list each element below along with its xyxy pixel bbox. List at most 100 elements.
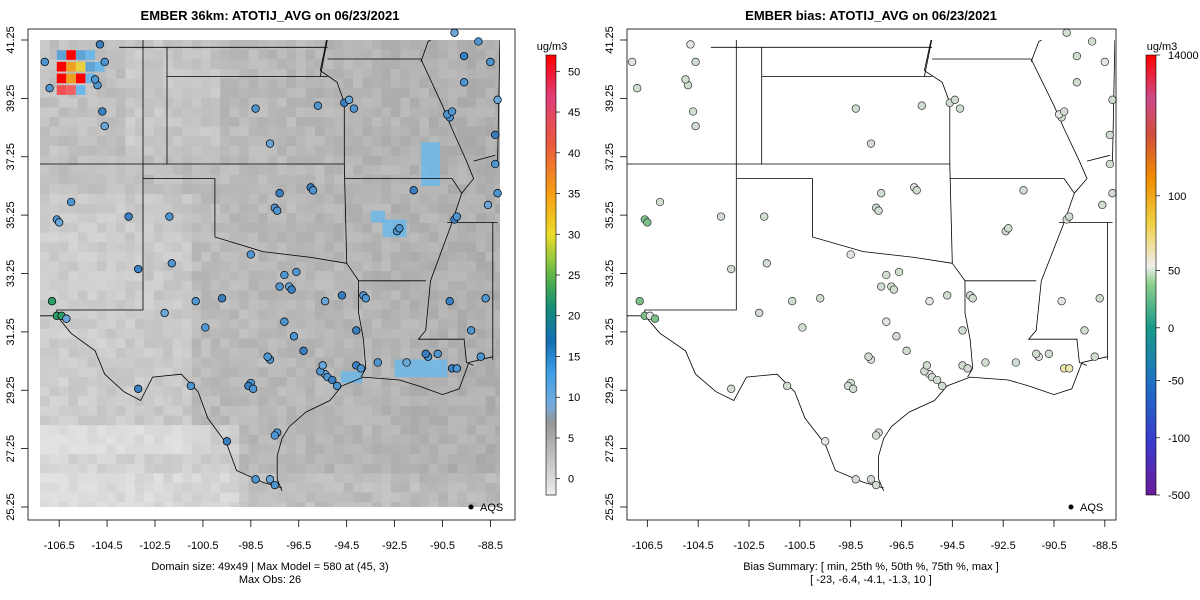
grid-cell <box>438 49 449 60</box>
grid-cell <box>163 40 174 51</box>
grid-cell <box>220 357 231 368</box>
grid-cell <box>115 88 126 99</box>
grid-cell <box>40 328 51 340</box>
grid-cell <box>191 232 202 243</box>
site-marker <box>727 384 736 393</box>
grid-cell <box>153 165 164 176</box>
grid-cell <box>466 59 477 70</box>
grid-cell <box>495 319 500 330</box>
grid-cell <box>77 338 89 349</box>
grid-cell <box>334 232 345 243</box>
colorbar-swatch <box>546 393 556 398</box>
grid-cell <box>106 454 117 465</box>
colorbar-swatch <box>546 458 556 464</box>
y-tick-label: 25.25 <box>604 493 616 521</box>
grid-cell <box>125 155 136 166</box>
grid-cell <box>334 271 345 282</box>
site-marker <box>1019 186 1028 195</box>
grid-cell <box>438 386 449 397</box>
grid-cell <box>106 78 117 89</box>
grid-cell <box>229 338 240 349</box>
grid-cell <box>144 145 155 157</box>
site-marker <box>452 364 462 373</box>
grid-cell <box>106 232 117 243</box>
grid-cell <box>191 271 202 282</box>
grid-cell <box>163 97 174 109</box>
grid-cell <box>77 357 89 368</box>
grid-cell <box>58 482 70 494</box>
grid-cell <box>371 203 383 214</box>
grid-cell <box>286 242 297 253</box>
colorbar-swatch <box>546 189 556 195</box>
grid-cell <box>182 463 193 474</box>
grid-cell <box>334 405 345 417</box>
site-marker <box>922 361 932 370</box>
grid-cell <box>40 338 51 349</box>
grid-cell <box>134 194 145 205</box>
grid-cell <box>239 136 250 147</box>
grid-cell <box>125 415 136 426</box>
grid-cell <box>163 194 174 205</box>
colorbar-tick-label: 50 <box>568 66 580 78</box>
grid-cell <box>229 434 240 446</box>
grid-cell <box>87 405 98 417</box>
grid-cell <box>125 232 136 243</box>
grid-cell <box>390 136 402 147</box>
grid-cell <box>258 357 269 368</box>
grid-cell <box>87 367 98 378</box>
grid-cell <box>163 78 174 89</box>
grid-cell <box>324 454 335 465</box>
grid-cell <box>466 454 477 465</box>
grid-cell <box>457 232 468 243</box>
grid-cell <box>476 425 487 436</box>
colorbar-tick-label: -50 <box>1168 376 1184 388</box>
colorbar-swatch <box>546 413 556 419</box>
grid-cell <box>229 271 240 282</box>
site-marker <box>222 437 232 446</box>
grid-cell <box>409 338 420 349</box>
grid-cell <box>201 145 212 157</box>
grid-cell <box>68 107 79 118</box>
grid-cell <box>182 492 193 503</box>
grid-cell <box>296 59 307 70</box>
site-marker <box>877 282 886 291</box>
grid-cell <box>49 232 60 243</box>
grid-cell <box>248 309 259 320</box>
grid-cell <box>115 203 126 214</box>
grid-cell <box>419 454 430 465</box>
grid-cell <box>87 473 98 484</box>
grid-cell <box>220 405 231 417</box>
grid-cell <box>182 49 193 60</box>
grid-cell <box>277 203 288 214</box>
grid-cell <box>229 68 240 80</box>
grid-cell <box>248 367 259 378</box>
grid-cell <box>134 184 145 195</box>
grid-cell <box>400 386 411 397</box>
grid-cell <box>58 174 70 186</box>
site-marker <box>1060 107 1069 116</box>
site-marker <box>874 206 883 215</box>
grid-cell <box>267 107 278 118</box>
grid-cell <box>106 68 117 80</box>
grid-cell <box>115 463 126 474</box>
grid-cell <box>305 68 316 80</box>
state-boundary <box>949 178 1088 366</box>
grid-cell <box>163 502 174 507</box>
grid-cell <box>153 338 164 349</box>
grid-cell <box>400 463 411 474</box>
grid-cell <box>419 319 430 330</box>
grid-cell <box>438 40 449 51</box>
grid-cell <box>466 357 477 368</box>
grid-cell <box>40 165 51 176</box>
grid-cell <box>438 261 449 272</box>
grid-cell <box>115 280 126 291</box>
grid-cell <box>466 117 477 128</box>
grid-cell <box>447 155 458 166</box>
grid-cell <box>343 136 354 147</box>
grid-cell <box>495 502 500 507</box>
grid-cell <box>248 482 259 494</box>
grid-cell <box>201 203 212 214</box>
grid-cell <box>343 78 354 89</box>
grid-cell <box>172 377 183 388</box>
grid-cell <box>305 386 316 397</box>
